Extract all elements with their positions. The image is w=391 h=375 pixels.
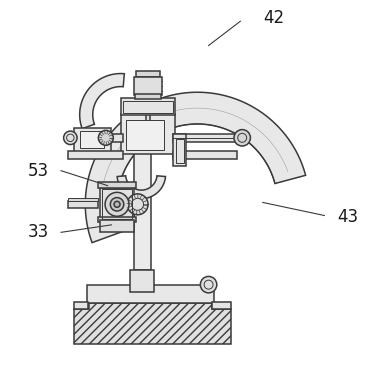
Text: 33: 33 xyxy=(28,224,49,242)
Text: 42: 42 xyxy=(263,9,284,27)
Bar xyxy=(100,220,134,232)
Bar xyxy=(74,128,111,152)
Text: 53: 53 xyxy=(28,162,49,180)
Bar xyxy=(136,70,160,77)
Bar xyxy=(130,270,154,292)
Bar xyxy=(173,151,237,159)
Bar xyxy=(173,134,237,142)
Bar xyxy=(68,198,99,201)
Circle shape xyxy=(105,192,129,216)
Bar xyxy=(68,201,99,208)
Circle shape xyxy=(234,130,250,146)
Bar xyxy=(99,217,136,222)
Bar xyxy=(102,189,132,219)
Circle shape xyxy=(110,198,124,211)
Polygon shape xyxy=(80,74,124,129)
Bar xyxy=(121,114,175,154)
Circle shape xyxy=(127,194,148,215)
Polygon shape xyxy=(85,92,306,243)
Bar xyxy=(68,134,123,142)
Circle shape xyxy=(99,130,113,145)
Bar xyxy=(176,139,184,163)
Bar xyxy=(100,188,134,221)
Circle shape xyxy=(200,276,217,293)
Bar xyxy=(134,77,162,95)
Circle shape xyxy=(114,201,120,207)
Circle shape xyxy=(64,131,77,144)
Polygon shape xyxy=(74,303,231,344)
Bar xyxy=(68,151,123,159)
Bar xyxy=(126,120,164,150)
Bar xyxy=(121,98,175,115)
Bar xyxy=(212,302,231,309)
Bar xyxy=(80,132,104,148)
Bar xyxy=(87,285,214,303)
Text: 43: 43 xyxy=(337,209,359,226)
Bar xyxy=(99,182,136,188)
Bar xyxy=(146,75,150,135)
Bar xyxy=(173,134,186,166)
Bar xyxy=(74,302,88,309)
Polygon shape xyxy=(117,176,165,199)
Bar xyxy=(134,128,151,270)
Bar xyxy=(123,101,173,113)
Bar xyxy=(135,94,161,99)
